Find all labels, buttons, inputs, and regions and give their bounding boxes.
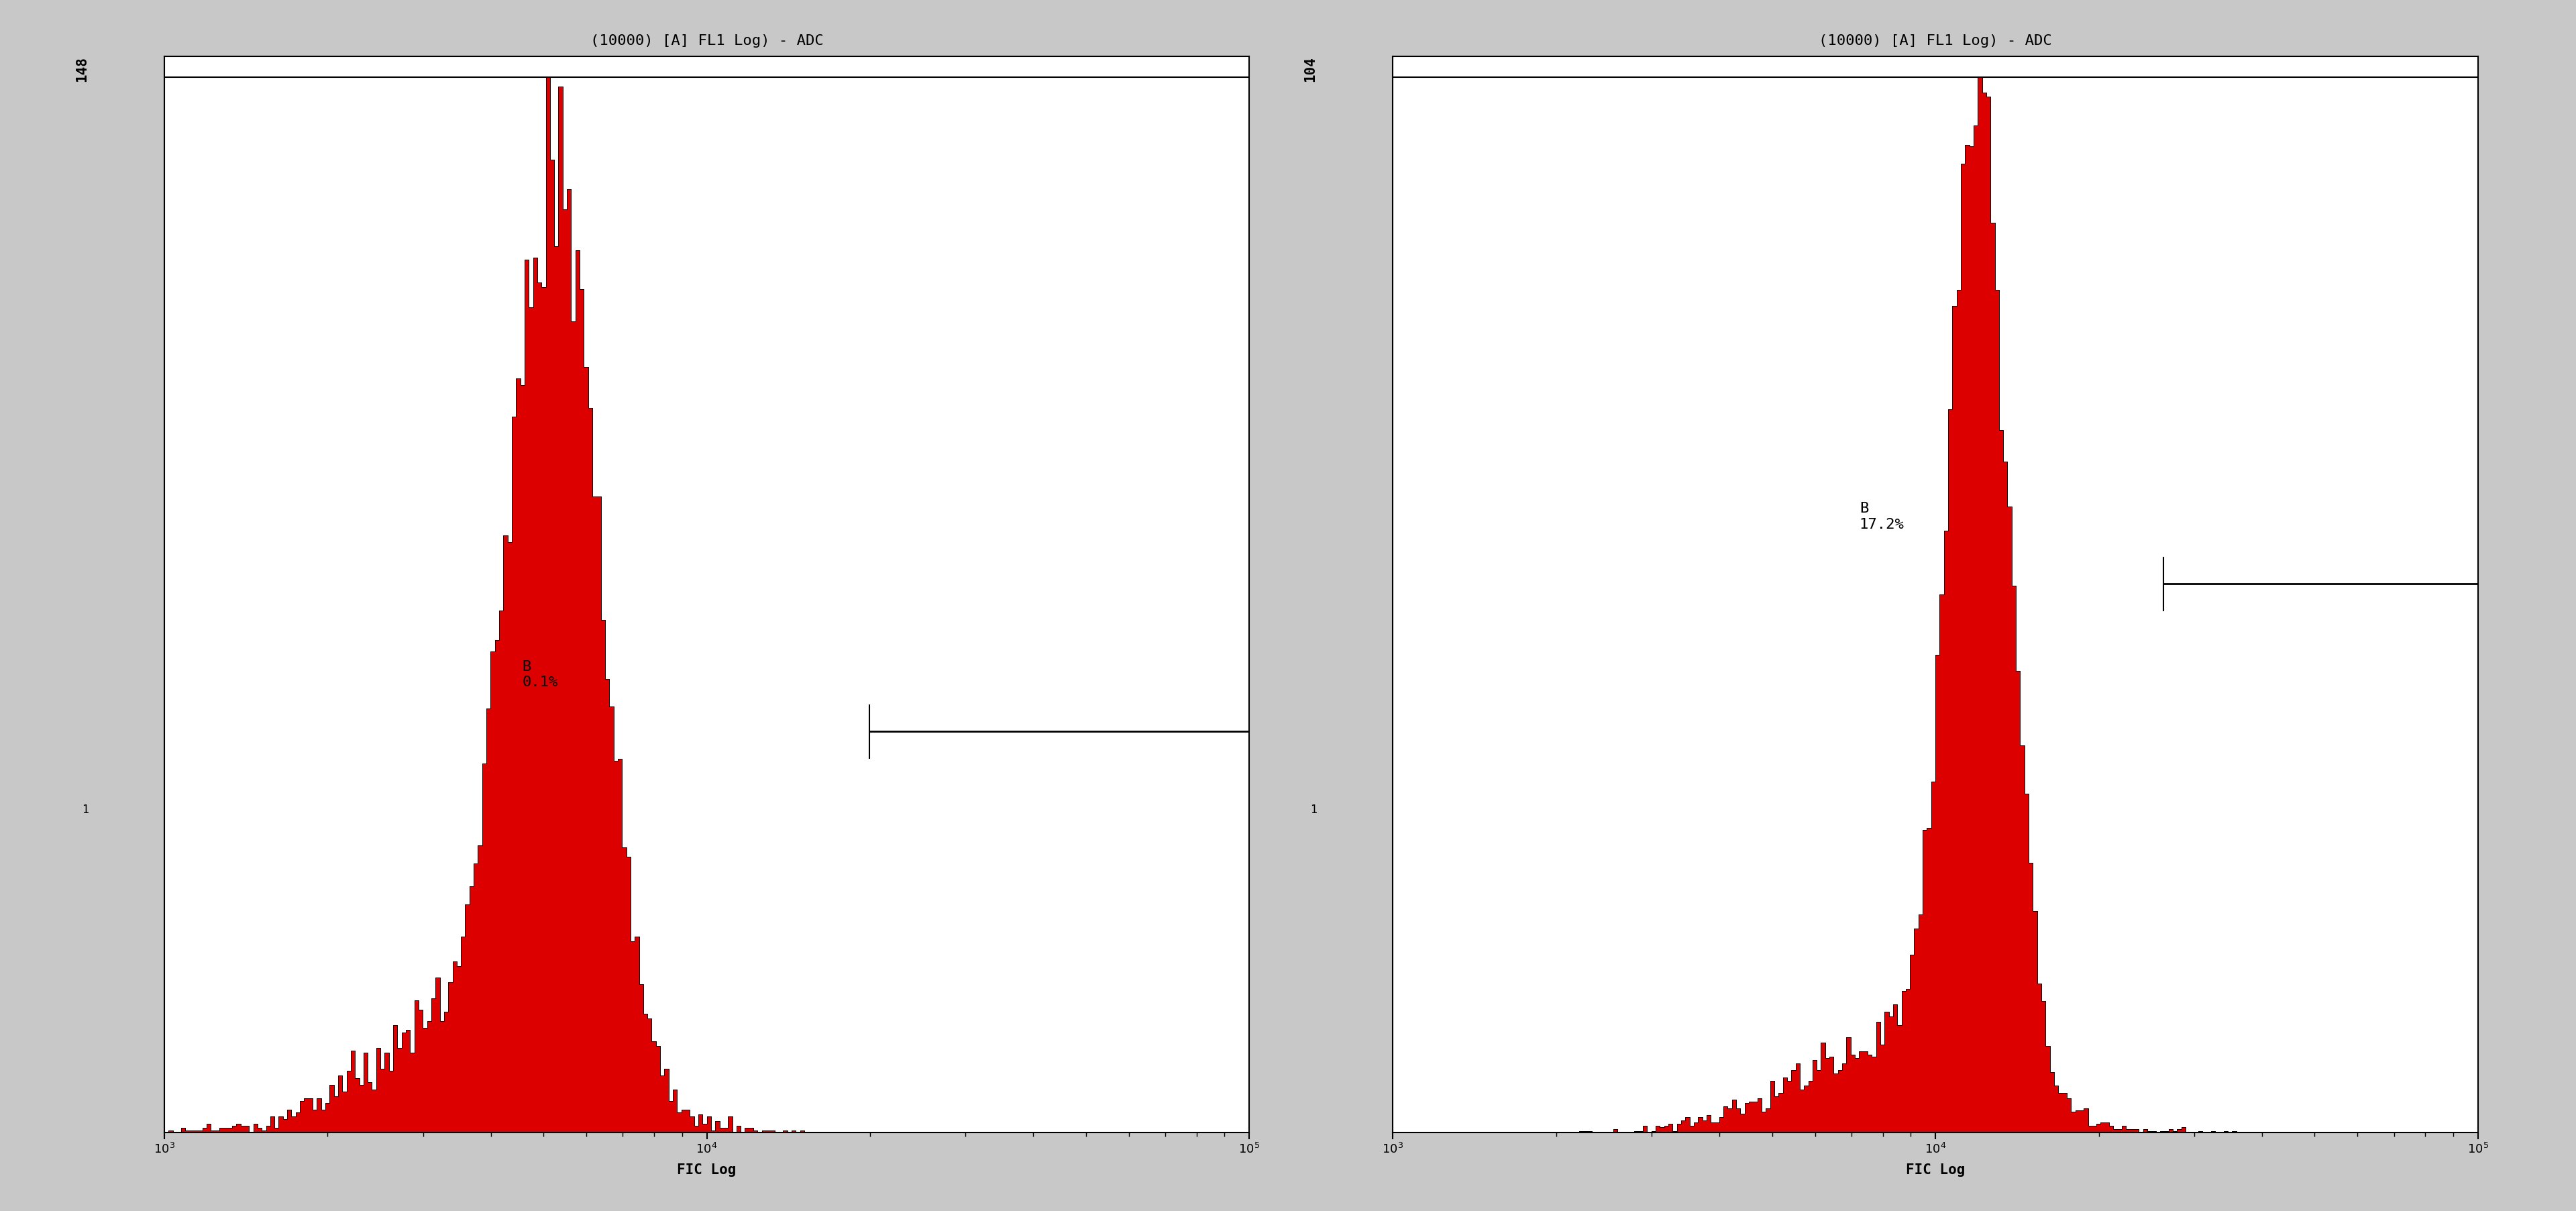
Text: B
17.2%: B 17.2% [1860, 503, 1904, 532]
Text: 104: 104 [1303, 56, 1316, 81]
Text: 1: 1 [1311, 804, 1316, 816]
Title: (10000) [A] FL1 Log) - ADC: (10000) [A] FL1 Log) - ADC [590, 34, 824, 47]
Text: B
0.1%: B 0.1% [523, 660, 559, 689]
Text: 148: 148 [75, 56, 88, 81]
X-axis label: FIC Log: FIC Log [1906, 1164, 1965, 1177]
X-axis label: FIC Log: FIC Log [677, 1164, 737, 1177]
Title: (10000) [A] FL1 Log) - ADC: (10000) [A] FL1 Log) - ADC [1819, 34, 2053, 47]
Text: 1: 1 [82, 804, 88, 816]
